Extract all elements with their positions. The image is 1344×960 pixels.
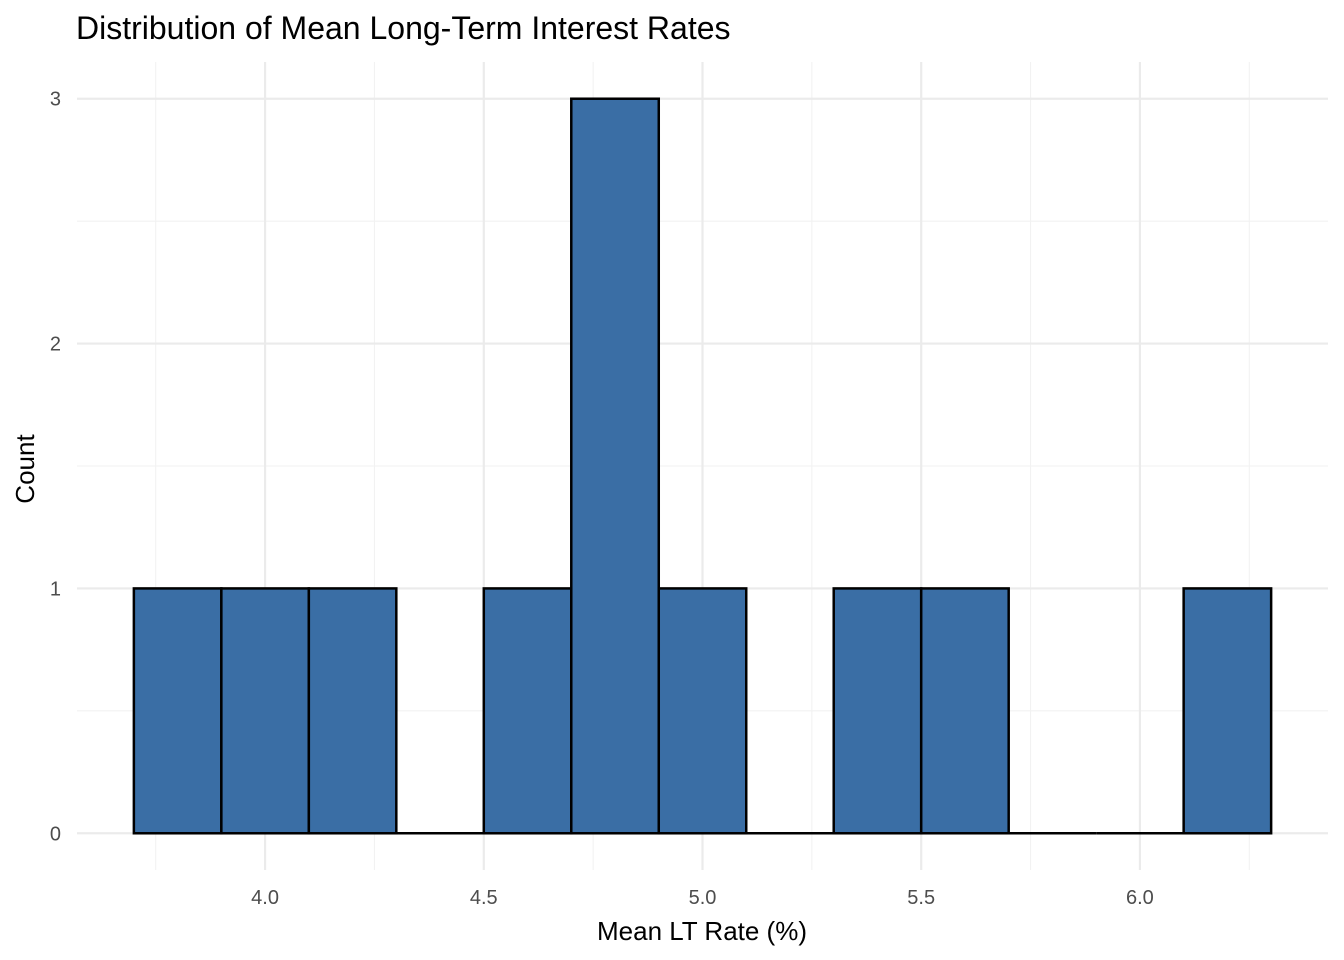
x-tick-label: 4.5 bbox=[470, 887, 498, 909]
x-axis-ticks: 4.0 4.5 5.0 5.5 6.0 bbox=[251, 887, 1154, 909]
histogram-bar bbox=[1182, 587, 1273, 835]
histogram-bar bbox=[482, 587, 573, 835]
histogram-bars bbox=[132, 97, 1273, 835]
y-tick-label: 2 bbox=[50, 334, 61, 356]
histogram-bar bbox=[832, 587, 923, 835]
y-tick-label: 1 bbox=[50, 578, 61, 600]
y-tick-label: 0 bbox=[50, 823, 61, 845]
histogram-bar bbox=[919, 587, 1010, 835]
y-axis-ticks: 0 1 2 3 bbox=[50, 89, 61, 846]
histogram-bar bbox=[570, 97, 661, 835]
y-tick-label: 3 bbox=[50, 89, 61, 111]
histogram-bar bbox=[657, 587, 748, 835]
chart-title: Distribution of Mean Long-Term Interest … bbox=[76, 10, 731, 46]
x-tick-label: 5.0 bbox=[689, 887, 717, 909]
histogram-bar bbox=[132, 587, 223, 835]
x-axis-title: Mean LT Rate (%) bbox=[597, 916, 807, 946]
x-tick-label: 6.0 bbox=[1126, 887, 1154, 909]
x-tick-label: 5.5 bbox=[907, 887, 935, 909]
histogram-bar bbox=[307, 587, 398, 835]
y-axis-title: Count bbox=[10, 434, 40, 504]
histogram-bar bbox=[220, 587, 311, 835]
x-tick-label: 4.0 bbox=[251, 887, 279, 909]
